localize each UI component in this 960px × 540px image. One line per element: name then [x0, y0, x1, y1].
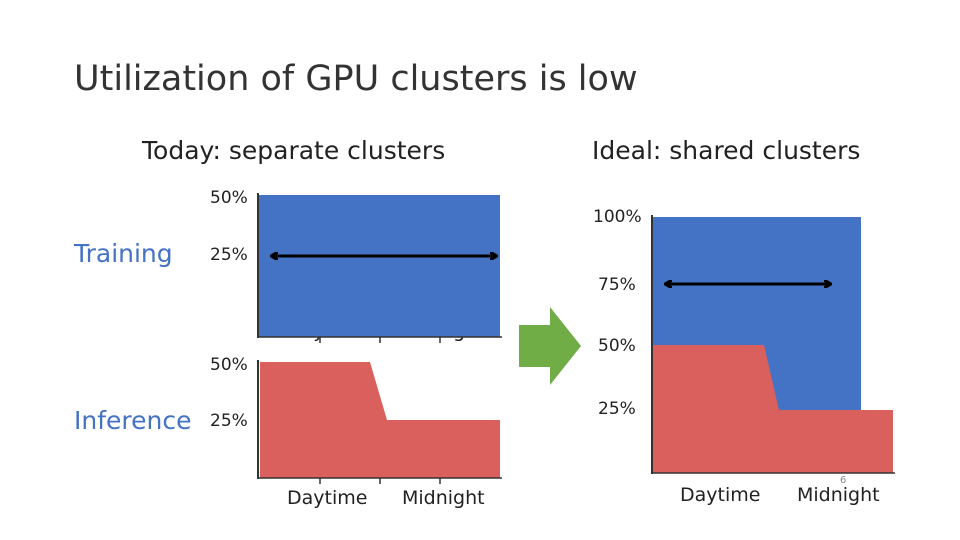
c1-ytick-50: 50%: [210, 188, 248, 208]
c2-xtick-midnight: Midnight: [402, 487, 485, 509]
training-area: [258, 195, 500, 337]
training-label: Training: [74, 239, 173, 268]
right-heading: Ideal: shared clusters: [592, 136, 861, 165]
c3-ytick-75: 75%: [598, 275, 636, 295]
inference-label: Inference: [74, 406, 192, 435]
c2-xtick-daytime: Daytime: [287, 487, 368, 509]
c1-ytick-25: 25%: [210, 245, 248, 265]
c2-ytick-50: 50%: [210, 355, 248, 375]
c3-ytick-50: 50%: [598, 336, 636, 356]
left-heading: Today: separate clusters: [142, 136, 446, 165]
c3-ytick-100: 100%: [593, 207, 642, 227]
c3-ytick-25: 25%: [598, 399, 636, 419]
c3-xtick-midnight: Midnight: [797, 484, 880, 506]
slide-number: 6: [840, 475, 847, 486]
shared-inference-area: [653, 345, 893, 473]
inference-area: [260, 362, 500, 478]
transition-arrow-icon: [519, 307, 581, 385]
slide-title: Utilization of GPU clusters is low: [74, 59, 638, 99]
c2-ytick-25: 25%: [210, 411, 248, 431]
c3-xtick-daytime: Daytime: [680, 484, 761, 506]
